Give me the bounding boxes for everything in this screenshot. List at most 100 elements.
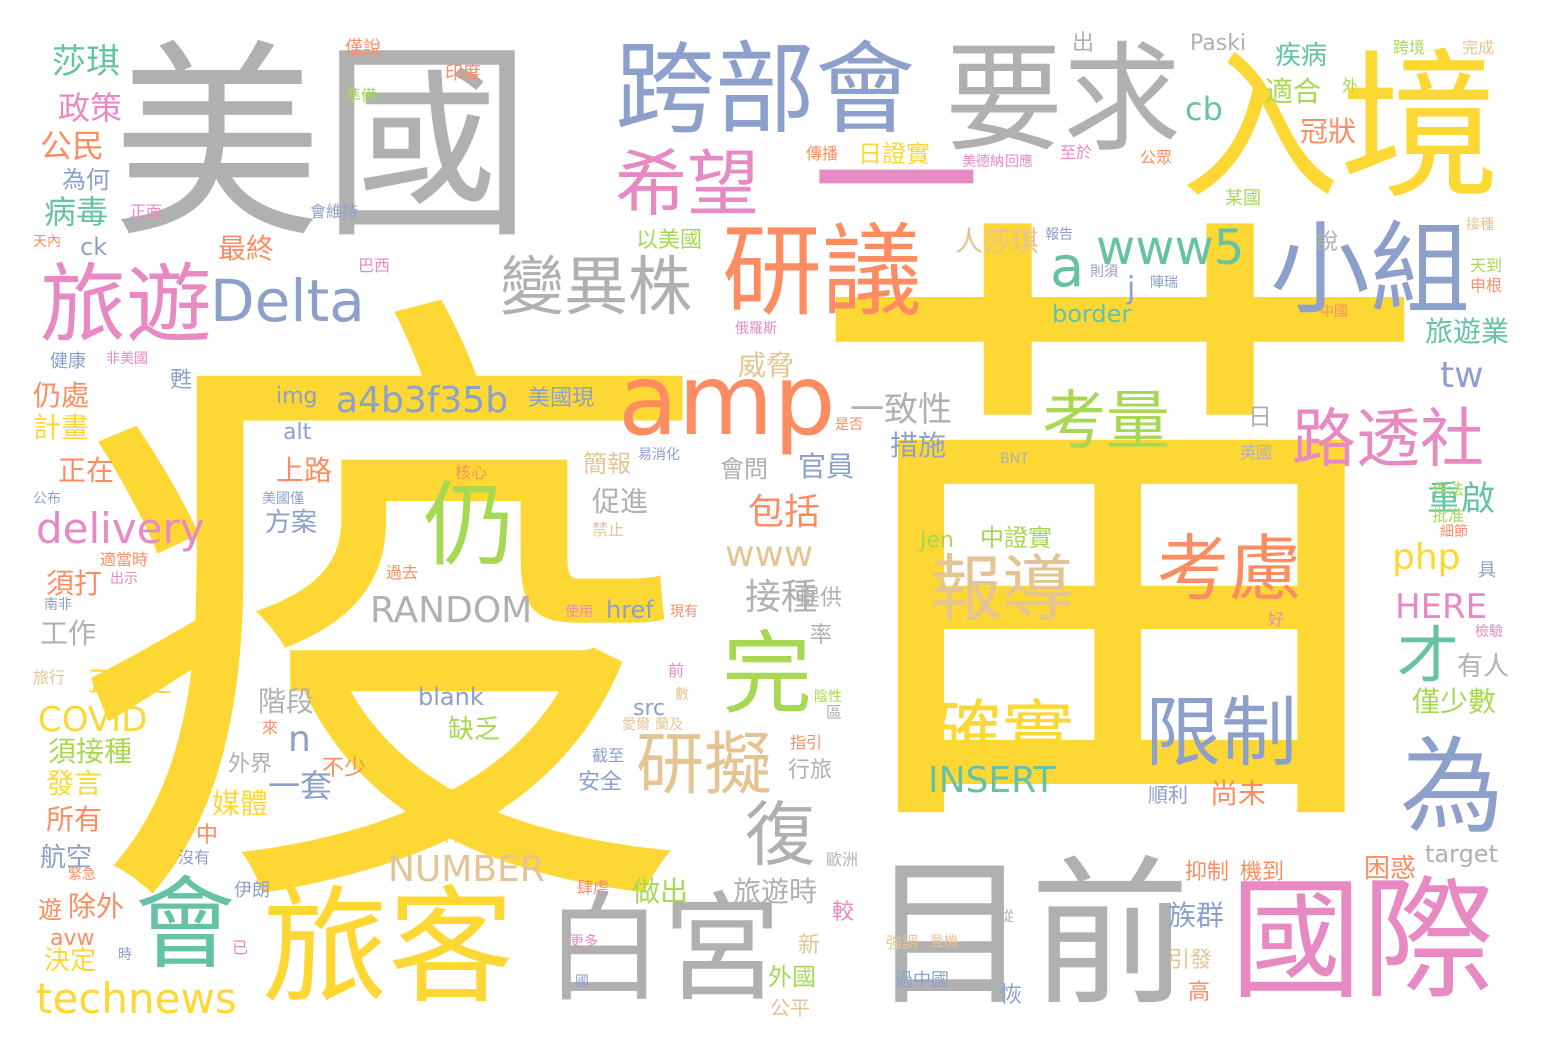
word-promote: 促進 — [592, 485, 649, 518]
word-high: 高 — [1188, 980, 1211, 1005]
word-work: 工作 — [40, 617, 97, 650]
word-out: 出 — [1072, 31, 1095, 56]
word-america: 美國 — [112, 22, 533, 267]
word-positive: 正面 — [130, 202, 163, 221]
word-measures: 措施 — [890, 429, 947, 462]
word-by-us: 以美國 — [636, 228, 703, 253]
word-ask: 會問 — [720, 455, 768, 483]
word-for: 為 — [1400, 726, 1505, 848]
word-vaccinate2: 接種 — [1466, 217, 1494, 233]
word-still: 仍 — [423, 472, 516, 579]
word-random: RANDOM — [370, 590, 533, 631]
word-a: a — [1050, 235, 1085, 300]
word-finish: 完成 — [1462, 38, 1495, 57]
word-us-now: 美國現 — [528, 386, 595, 411]
word-lack: 缺乏 — [448, 715, 501, 745]
word-amp: amp — [618, 344, 836, 458]
word-only: 才 — [1397, 619, 1460, 692]
word-international: 國際 — [1230, 864, 1494, 1018]
word-launch: 上路 — [276, 454, 333, 487]
word-someone: 有人 — [1457, 652, 1510, 682]
word-before: 前 — [668, 661, 685, 680]
word-rate: 率 — [810, 623, 833, 648]
word-brazil: 巴西 — [358, 256, 391, 275]
word-reopen: 重啟 — [1427, 479, 1495, 519]
word-all: 所有 — [46, 803, 103, 836]
word-delta: Delta — [210, 267, 365, 335]
word-health: 健康 — [50, 351, 86, 372]
word-smooth: 順利 — [1148, 783, 1188, 807]
word-via-china: 過中國 — [895, 970, 949, 991]
word-briefing: 簡報 — [583, 450, 631, 478]
word-decide: 決定 — [44, 946, 97, 976]
word-china: 中國 — [1320, 304, 1348, 320]
word-ck: ck — [80, 233, 108, 261]
word-n: n — [288, 719, 311, 760]
word-must-get: 須打 — [46, 567, 103, 600]
word-php: php — [1392, 537, 1461, 578]
word-must: 則須 — [1090, 264, 1118, 280]
word-cross-border: 跨境 — [1393, 38, 1426, 57]
word-reuters: 路透社 — [1292, 403, 1484, 477]
word-speak: 發言 — [46, 767, 103, 800]
word-alt: alt — [283, 420, 312, 445]
word-confirmed-cn: 中證實 — [980, 524, 1052, 552]
word-only-said: 僅說 — [345, 38, 381, 59]
word-details: 細節 — [1440, 524, 1468, 540]
word-border: border — [1052, 300, 1132, 328]
word-non-us: 非美國 — [106, 351, 148, 367]
word-country: 國 — [575, 974, 589, 990]
word-src: src — [633, 696, 666, 721]
word-more2: 更多 — [570, 934, 598, 950]
word-study: 研議 — [722, 213, 922, 330]
word-area: 區 — [826, 703, 843, 722]
word-travel3: 旅行 — [33, 668, 66, 687]
word-set: 一套 — [268, 767, 333, 805]
word-zhenrui: 陣瑞 — [1150, 275, 1178, 291]
word-variant: 變異株 — [500, 251, 692, 325]
word-day: 日 — [1248, 403, 1272, 431]
word-img: img — [276, 384, 318, 409]
word-airport: 機到 — [1240, 860, 1285, 885]
word-russia: 俄羅斯 — [735, 321, 777, 337]
word-as-of: 截至 — [592, 746, 625, 765]
word-existing: 現有 — [670, 604, 698, 620]
word-complete: 完 — [722, 622, 812, 727]
word-number: NUMBER — [388, 849, 545, 890]
word-announce: 公布 — [33, 491, 61, 507]
word-as-for: 至於 — [1060, 143, 1093, 162]
word-group-people: 族群 — [1168, 899, 1225, 932]
word-none: 沒有 — [178, 848, 211, 867]
word-time: 時 — [118, 947, 132, 963]
word-ban: 禁止 — [592, 520, 625, 539]
word-policy: 政策 — [58, 89, 123, 127]
word-revive: 甦 — [170, 368, 193, 393]
word-hope: 希望 — [615, 142, 760, 226]
word-have: 具 — [1478, 560, 1496, 581]
word-schengen: 申根 — [1470, 276, 1503, 295]
word-negative: 陰性 — [814, 689, 842, 705]
word-tw: tw — [1440, 355, 1484, 396]
word-www5: www5 — [1096, 220, 1245, 276]
word-provide: 提供 — [798, 586, 843, 611]
word-when-appropriate: 適當時 — [100, 550, 149, 569]
word-show: 出示 — [110, 571, 138, 587]
word-require: 要求 — [945, 30, 1182, 168]
word-core: 核心 — [455, 463, 488, 482]
word-group: 小組 — [1270, 211, 1470, 328]
word-virus: 病毒 — [44, 193, 109, 231]
word-digestible: 易消化 — [638, 447, 680, 463]
word-iran: 伊朗 — [234, 880, 270, 901]
word-cb: cb — [1185, 90, 1223, 128]
word-why: 為何 — [62, 166, 110, 194]
word-fair: 公平 — [770, 996, 810, 1020]
word-whether: 是否 — [835, 417, 863, 433]
word-already: 已 — [232, 938, 249, 957]
word-disease: 疾病 — [1275, 41, 1328, 71]
word-moderna: 美德納 — [962, 154, 1004, 170]
word-outer: 外 — [1342, 76, 1359, 95]
word-trigger: 引發 — [1168, 948, 1213, 973]
word-currently: 目前 — [870, 841, 1191, 1028]
word-india: 印度 — [445, 63, 481, 84]
